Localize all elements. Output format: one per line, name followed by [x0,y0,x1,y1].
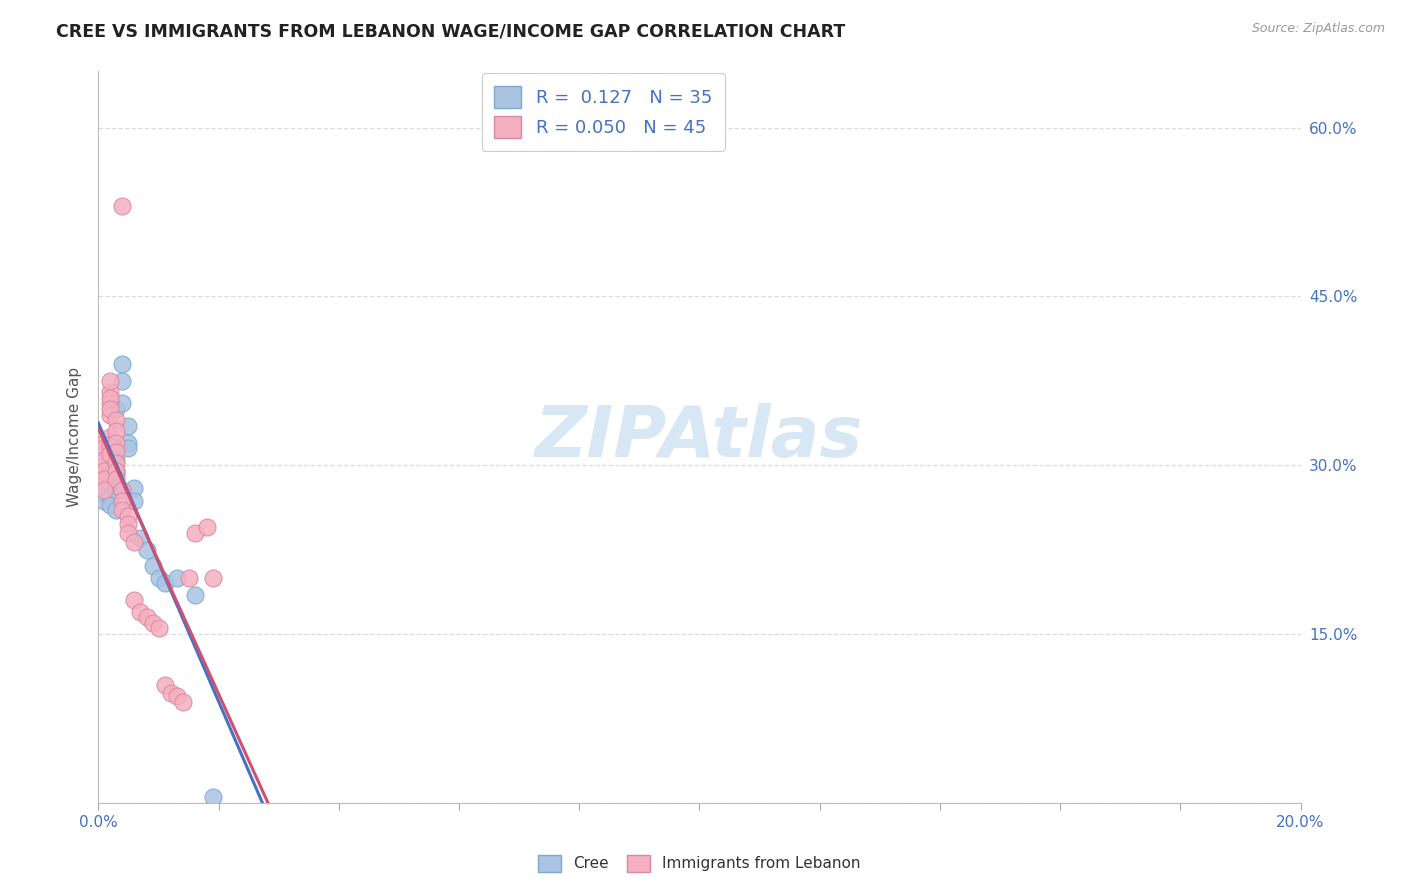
Point [201,571,224,585]
Point [105,503,128,517]
Point [166,571,188,585]
Point [100,447,122,461]
Point [117,442,139,456]
Point [100,396,122,410]
Point [117,525,139,540]
Text: ZIPAtlas: ZIPAtlas [536,402,863,472]
Point [105,483,128,497]
Point [105,464,128,478]
Point [172,694,194,708]
Point [105,456,128,470]
Point [135,542,157,557]
Point [201,790,224,805]
Point [100,408,122,422]
Point [100,456,122,470]
Point [100,498,122,512]
Point [111,396,134,410]
Point [93,472,115,486]
Point [148,571,170,585]
Point [153,576,176,591]
Point [166,689,188,703]
Point [100,401,122,416]
Point [93,460,115,475]
Point [93,473,115,487]
Point [100,391,122,405]
Point [129,532,152,546]
Point [195,520,218,534]
Point [105,413,128,427]
Point [117,435,139,450]
Point [159,685,181,699]
Point [177,571,200,585]
Point [111,374,134,388]
Point [93,494,115,508]
Point [105,442,128,456]
Point [141,559,163,574]
Point [183,588,205,602]
Point [124,481,146,495]
Point [105,452,128,467]
Point [100,447,122,461]
Point [93,442,115,456]
Point [100,385,122,400]
Point [129,605,152,619]
Point [100,374,122,388]
Point [183,525,205,540]
Point [105,425,128,439]
Point [105,472,128,486]
Point [117,508,139,523]
Point [100,490,122,504]
Text: CREE VS IMMIGRANTS FROM LEBANON WAGE/INCOME GAP CORRELATION CHART: CREE VS IMMIGRANTS FROM LEBANON WAGE/INC… [56,22,845,40]
Point [93,483,115,497]
Point [93,435,115,450]
Point [100,449,122,463]
Point [100,460,122,475]
Text: Source: ZipAtlas.com: Source: ZipAtlas.com [1251,22,1385,36]
Point [105,464,128,478]
Point [105,467,128,482]
Point [100,475,122,489]
Point [93,449,115,463]
Point [111,503,134,517]
Y-axis label: Wage/Income Gap: Wage/Income Gap [67,367,83,508]
Point [124,534,146,549]
Point [124,494,146,508]
Point [135,610,157,624]
Point [93,464,115,478]
Point [124,593,146,607]
Point [141,615,163,630]
Point [105,401,128,416]
Point [100,430,122,444]
Point [100,442,122,456]
Point [111,199,134,213]
Point [117,418,139,433]
Point [93,486,115,500]
Point [93,452,115,467]
Point [93,464,115,478]
Point [100,438,122,452]
Point [117,516,139,531]
Point [153,678,176,692]
Legend: Cree, Immigrants from Lebanon: Cree, Immigrants from Lebanon [530,847,869,880]
Point [105,435,128,450]
Point [105,444,128,458]
Point [111,483,134,497]
Point [111,494,134,508]
Point [111,357,134,371]
Point [148,621,170,635]
